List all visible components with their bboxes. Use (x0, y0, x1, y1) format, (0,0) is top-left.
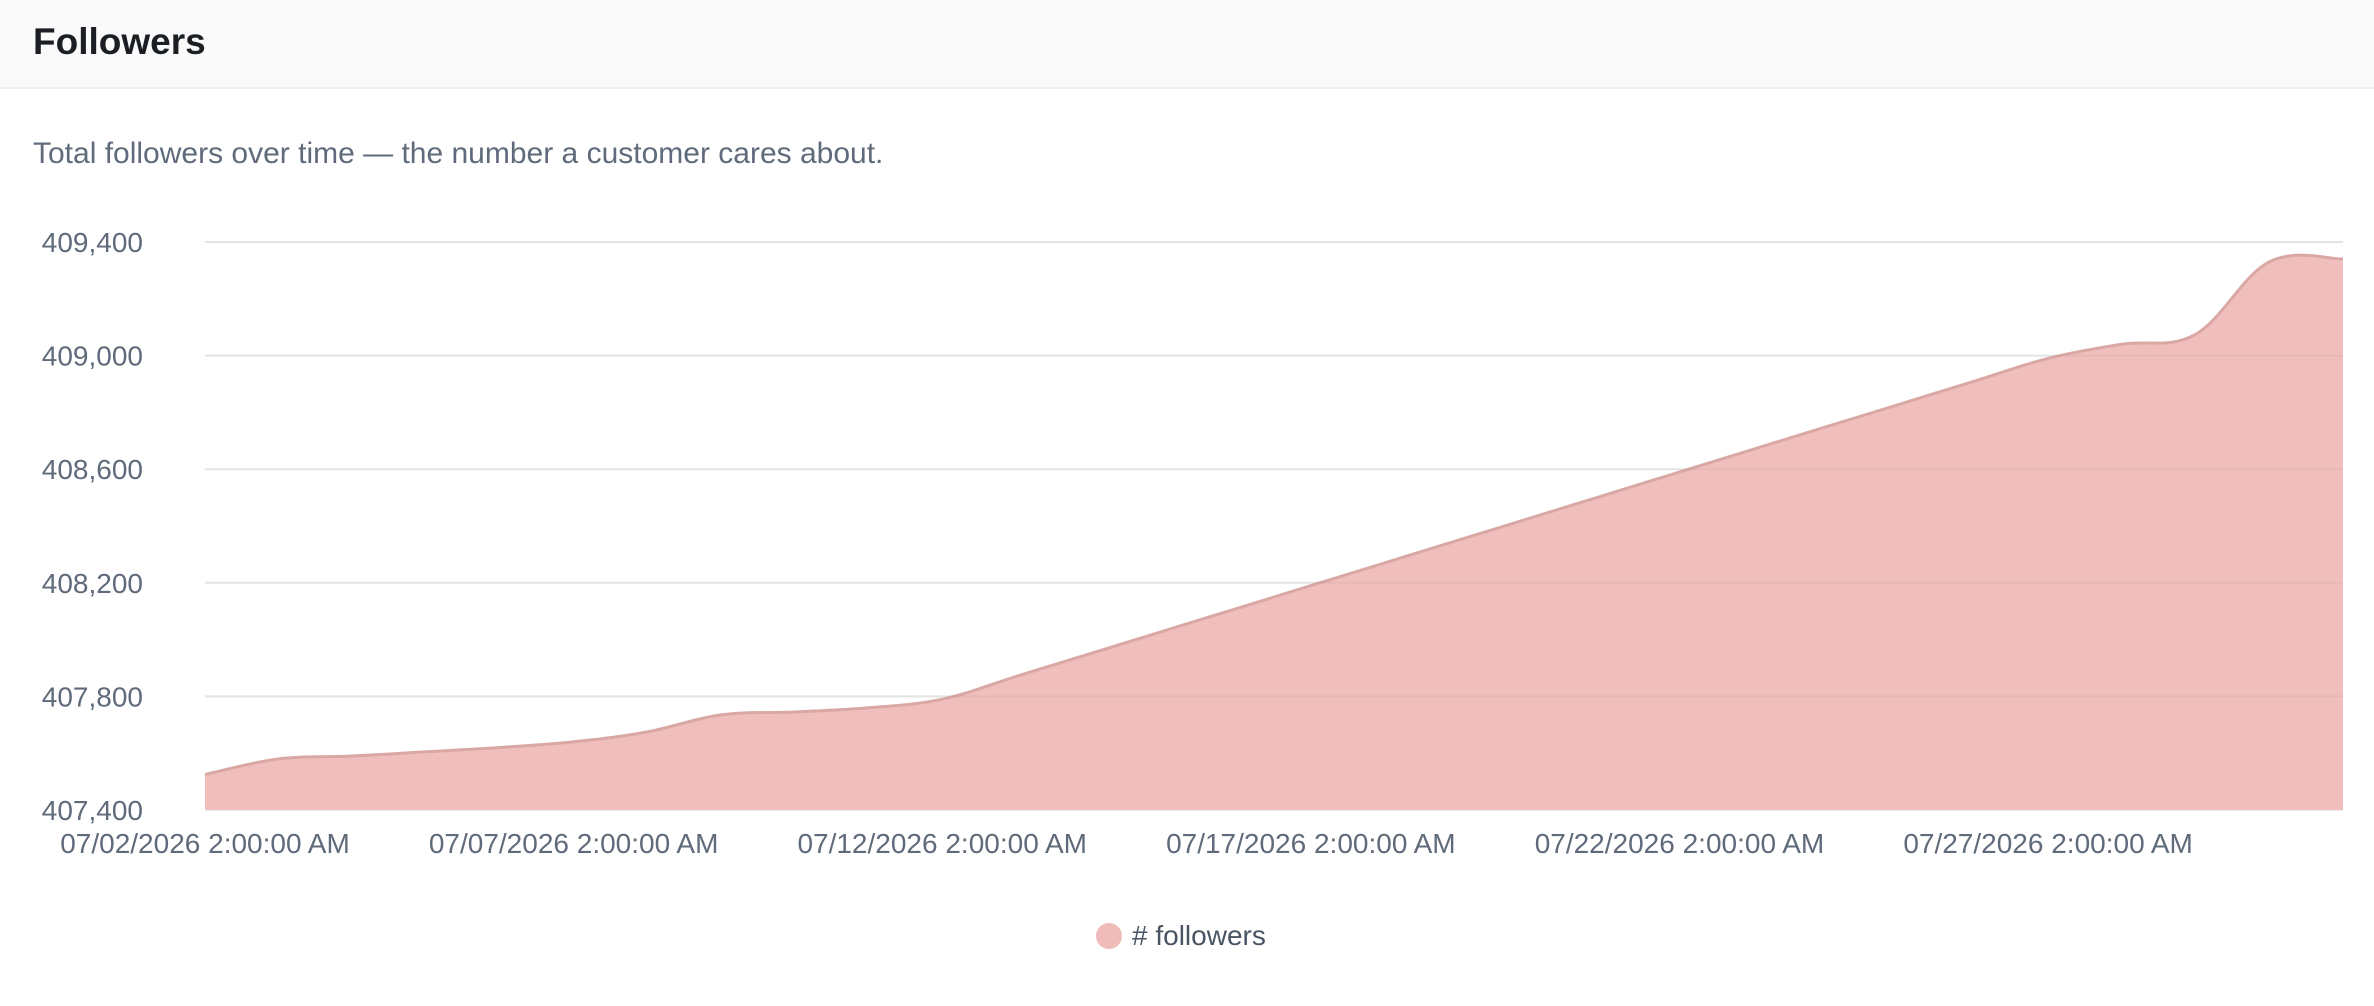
legend[interactable]: # followers (1096, 918, 1266, 954)
x-tick-label: 07/17/2026 2:00:00 AM (1166, 828, 1456, 859)
area-series (204, 253, 2344, 810)
page-title: Followers (33, 21, 206, 62)
x-tick-label: 07/22/2026 2:00:00 AM (1535, 828, 1825, 859)
legend-swatch-icon (1096, 923, 1122, 949)
y-tick-label: 408,200 (42, 568, 143, 599)
followers-area-fill (205, 255, 2343, 810)
x-axis: 07/02/2026 2:00:00 AM 07/07/2026 2:00:00 … (60, 828, 2193, 859)
x-tick-label: 07/07/2026 2:00:00 AM (429, 828, 719, 859)
followers-series-line (204, 253, 2344, 776)
y-tick-label: 409,400 (42, 227, 143, 258)
y-tick-label: 407,400 (42, 795, 143, 826)
y-tick-label: 407,800 (42, 681, 143, 712)
card-header: Followers (0, 0, 2374, 89)
x-tick-label: 07/27/2026 2:00:00 AM (1903, 828, 2193, 859)
chart-description: Total followers over time — the number a… (33, 137, 884, 170)
y-axis: 407,400 407,800 408,200 408,600 409,000 409,4… (42, 227, 143, 826)
x-tick-label: 07/12/2026 2:00:00 AM (797, 828, 1087, 859)
y-tick-label: 408,600 (42, 454, 143, 485)
legend-label: # followers (1132, 920, 1266, 951)
y-tick-label: 409,000 (42, 341, 143, 372)
followers-area-chart: 407,400 407,800 408,200 408,600 409,000 409,4… (42, 227, 2344, 859)
x-tick-label: 07/02/2026 2:00:00 AM (60, 828, 350, 859)
